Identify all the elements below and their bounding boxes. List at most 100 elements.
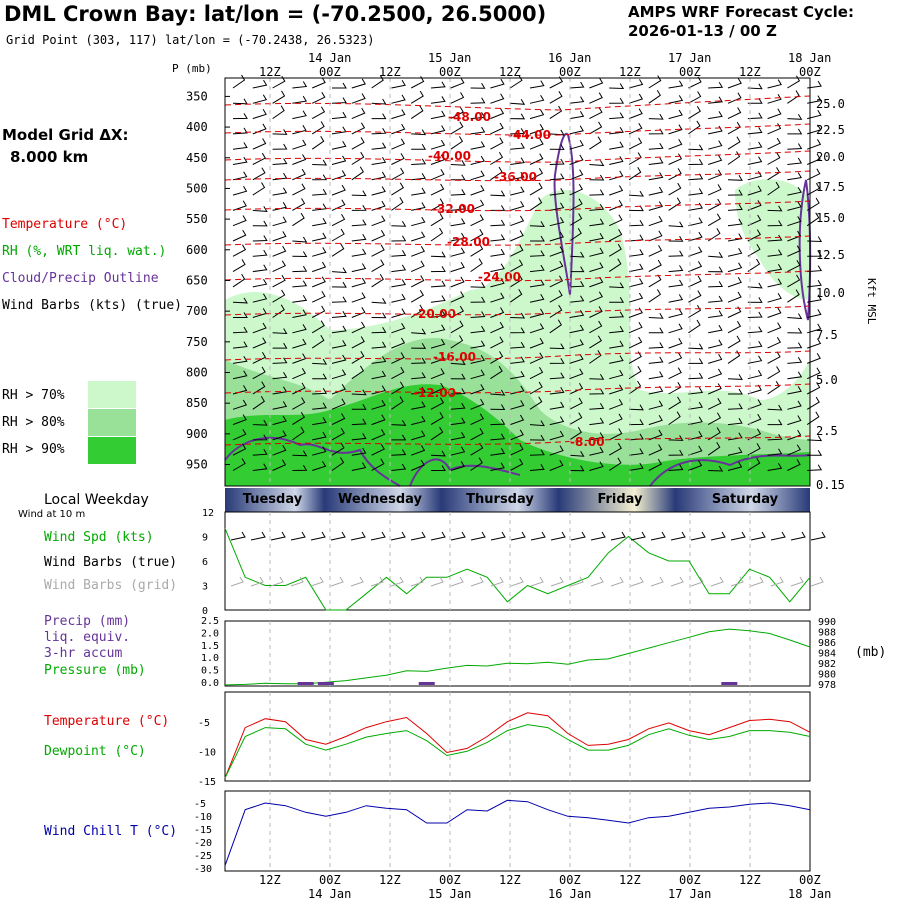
surface-wind-barb [470,531,486,541]
wind-barb [490,462,505,471]
wind-barb [351,93,366,104]
wind-barb [312,174,328,181]
wind-barb [728,388,743,395]
wind-barb [430,81,446,89]
wind-barb [549,387,565,395]
wind-barb [609,112,625,120]
wind-barb [312,261,327,273]
wind-barb [292,397,306,410]
wind-barb [668,138,683,150]
grid-wind-barb [290,576,304,587]
wind-barb [232,229,247,242]
wind-barb [787,216,802,227]
height-tick-label: 20.0 [816,150,845,164]
wind-barb [391,235,407,242]
grid-point-subtitle: Grid Point (303, 117) lat/lon = (-70.243… [6,33,375,47]
wind-barb [688,76,702,89]
time-label-bottom: 12Z [499,873,521,887]
pressure-tick-label: 750 [186,335,208,349]
wind-barb [648,259,662,273]
wind-barb [312,188,328,196]
wind-barb [688,445,703,456]
temperature-tick-label: -5 [198,718,210,729]
wind-barb [331,340,347,349]
wind-barb [569,140,584,150]
height-tick-label: 25.0 [816,97,845,111]
wind-barb [609,384,624,395]
wind-barb [371,274,384,288]
wind-barb [727,233,743,242]
wind-barb [668,411,681,426]
wind-barb [549,430,565,441]
pressure-tick-label-right: 986 [818,638,836,649]
surface-wind-barb [770,531,786,541]
wind-barb [252,182,266,196]
wind-barb [727,151,741,165]
date-label-top: 14 Jan [308,51,351,65]
wind-barb [589,335,602,349]
wind-barb [628,322,643,334]
wind-barb [787,186,802,196]
wind-chill-tick-label: -15 [194,825,212,836]
temperature-contour-label: -16.00 [433,350,476,364]
wind-barb [549,173,565,181]
wind-barb [292,236,308,243]
wind-barb [312,373,328,380]
wind-barb [589,417,605,426]
wind-barb [727,461,743,471]
wind-barb [331,311,347,318]
wind-barb [311,91,326,104]
wind-barb [490,418,506,426]
precip-tick-label: 1.5 [201,641,219,652]
wind-barb [411,231,426,242]
wind-barb [232,171,248,181]
wind-barb [351,166,364,181]
wind-barb [708,354,723,364]
wind-barb [608,442,622,456]
wind-barb [747,428,762,441]
wind-barb [371,385,386,395]
wind-barb [510,356,525,364]
wind-barb [708,310,723,318]
wind-barb [529,109,545,120]
cross-section-frame [224,77,811,487]
wind-barb [668,95,684,104]
wind-barb [331,267,347,274]
wind-barb [608,243,622,257]
wind-barb [470,282,486,288]
legend-temperature: Temperature (°C) [2,217,128,232]
wind-barb [747,214,762,227]
temperature-contour [224,123,811,136]
wind-barb [450,106,464,120]
wind-barb [806,197,820,211]
wind-barb [648,415,663,426]
wind-barb [549,304,563,318]
pressure-unit-label: (mb) [855,645,887,660]
wind-barb [391,322,406,334]
weekday-wednesday: Wednesday [338,492,422,507]
wind-barb [292,465,308,471]
wind-barb [351,277,367,288]
wind-barb [708,295,723,303]
wind-barb [688,173,704,181]
wind-barb [529,80,545,89]
wind-barb [470,428,484,441]
precip-tick-label: 2.5 [201,616,219,627]
wind-barb [351,389,367,396]
temperature-contour [224,383,811,394]
wind-barb [430,280,446,288]
time-label-bottom: 12Z [619,873,641,887]
wind-barb [707,397,722,410]
wind-barb [450,159,466,166]
wind-barb [569,251,585,258]
wind-barb [688,305,702,318]
wind-barb [490,351,504,364]
temperature-contour-label: -12.00 [413,386,456,400]
wind-barb [371,142,387,150]
wind-barb [707,228,721,242]
grid-wind-barb [650,576,664,587]
wind-barb [767,322,782,334]
wind-barb [628,152,642,165]
grid-wind-barb [310,576,324,587]
wind-barb [272,143,288,150]
